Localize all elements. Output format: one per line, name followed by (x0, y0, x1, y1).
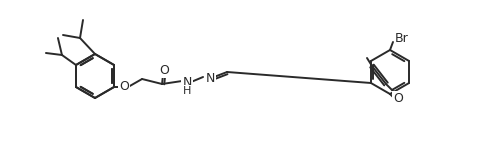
Text: O: O (159, 64, 169, 76)
Text: O: O (119, 81, 129, 93)
Text: Br: Br (395, 31, 409, 45)
Text: N: N (206, 71, 215, 85)
Text: H: H (183, 86, 191, 96)
Text: O: O (393, 93, 403, 105)
Text: N: N (182, 76, 192, 88)
